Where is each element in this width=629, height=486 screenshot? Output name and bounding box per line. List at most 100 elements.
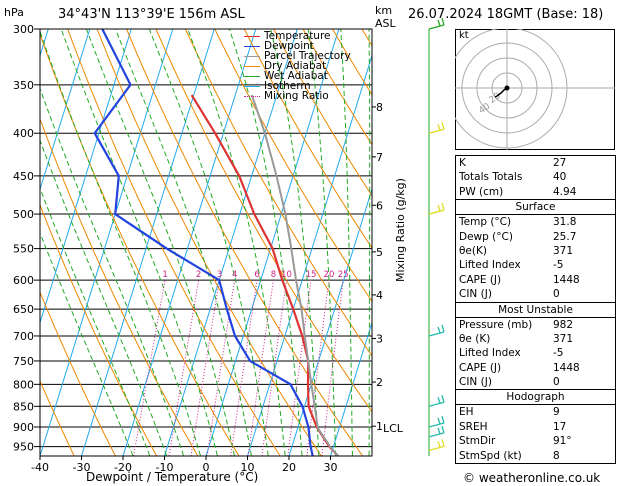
dry-adiabat-line <box>40 203 158 456</box>
index-name: CIN (J) <box>459 376 492 389</box>
index-name: Totals Totals <box>459 171 523 184</box>
legend-swatch <box>244 55 260 57</box>
index-name: Dewp (°C) <box>459 230 513 243</box>
isotherm-line <box>40 29 174 456</box>
indices-block-most-unstable: Most Unstable Pressure (mb) 982 θe (K) 371 L… <box>456 303 615 391</box>
km-tick-label: 8 <box>376 101 383 114</box>
legend-swatch <box>244 45 260 47</box>
index-name: Temp (°C) <box>459 216 512 229</box>
wind-barb <box>428 395 445 407</box>
mixing-ratio-label: 3 <box>217 270 222 280</box>
wind-barb <box>428 415 445 428</box>
wet-adiabat-line <box>228 29 303 456</box>
legend-item: Temperature <box>244 31 351 41</box>
wet-adiabat-line <box>40 29 201 456</box>
hodograph-center <box>504 85 510 91</box>
km-tick-label: 6 <box>376 199 383 212</box>
index-value: 1448 <box>553 273 580 286</box>
wet-adiabat-line <box>368 29 371 456</box>
legend-swatch <box>244 35 260 37</box>
pressure-tick-label: 600 <box>13 274 34 287</box>
temp-tick-label: 20 <box>282 461 296 474</box>
index-name: EH <box>459 406 474 419</box>
wind-barb-flag <box>437 417 441 425</box>
index-value: 31.8 <box>553 216 577 229</box>
legend-swatch <box>244 75 260 77</box>
mixing-ratio-line <box>190 280 220 456</box>
index-value: 91° <box>553 435 572 448</box>
temp-tick-label: 30 <box>324 461 338 474</box>
pressure-tick-label: 900 <box>13 421 34 434</box>
index-name: StmSpd (kt) <box>459 449 522 462</box>
wind-barb-shaft <box>428 209 445 215</box>
asl-axis-label: ASL <box>375 17 396 30</box>
legend-label: Mixing Ratio <box>264 90 329 102</box>
legend-item: Dry Adiabat <box>244 61 351 71</box>
index-name: θe(K) <box>459 244 487 257</box>
wind-barb-shaft <box>428 432 445 438</box>
pressure-tick-label: 500 <box>13 208 34 221</box>
legend-item: Mixing Ratio <box>244 91 351 101</box>
index-row: PW (cm) 4.94 <box>456 185 615 199</box>
lcl-label: LCL <box>383 422 404 435</box>
wind-barb <box>428 202 445 215</box>
km-tick-label: 2 <box>376 376 383 389</box>
legend: Temperature Dewpoint Parcel Trajectory Dry … <box>244 31 351 101</box>
wind-barb-flag <box>437 124 441 131</box>
legend-label: Dewpoint <box>264 40 314 52</box>
km-tick-label: 7 <box>376 151 383 164</box>
surface-title: Surface <box>456 200 615 216</box>
km-tick-label: 5 <box>376 246 383 259</box>
background-lines <box>40 29 372 456</box>
isotherm-line <box>40 29 91 191</box>
temp-tick-label: -30 <box>73 461 91 474</box>
temp-tick-label: -20 <box>114 461 132 474</box>
index-name: CIN (J) <box>459 288 492 301</box>
wind-barb <box>428 425 445 438</box>
index-row: Totals Totals 40 <box>456 170 615 184</box>
sounding-datetime: 26.07.2024 18GMT (Base: 18) <box>408 7 604 22</box>
index-name: StmDir <box>459 435 496 448</box>
dry-adiabat-line <box>40 117 199 456</box>
isotherm-line <box>122 29 257 456</box>
wind-barb <box>428 122 445 134</box>
pressure-tick-label: 650 <box>13 303 34 316</box>
index-row: CAPE (J) 1448 <box>456 361 615 375</box>
legend-label: Dry Adiabat <box>264 60 327 72</box>
wind-barb-flag <box>441 202 445 211</box>
dry-adiabat-line <box>214 29 372 303</box>
dry-adiabat-line <box>40 379 75 456</box>
index-name: SREH <box>459 420 488 433</box>
temp-tick-label: -10 <box>156 461 174 474</box>
index-value: 8 <box>553 449 560 462</box>
sounding-series <box>93 29 339 456</box>
index-row: Pressure (mb) 982 <box>456 318 615 332</box>
wet-adiabat-line <box>60 29 218 456</box>
index-row: StmDir 91° <box>456 434 615 448</box>
dry-adiabat-line <box>126 29 364 456</box>
wind-barb-flag <box>441 439 445 447</box>
wind-barb-shaft <box>428 24 445 30</box>
mixing-ratio-label: 6 <box>254 270 259 280</box>
axes: 3003504004505005506006507007508008509009… <box>13 23 430 474</box>
index-row: CIN (J) 0 <box>456 375 615 389</box>
wind-barb <box>428 324 445 337</box>
wind-barb-shaft <box>428 128 445 134</box>
index-value: 27 <box>553 157 567 169</box>
mixing-ratio-line <box>247 280 274 456</box>
pressure-tick-label: 700 <box>13 330 34 343</box>
km-tick-label: 3 <box>376 333 383 346</box>
legend-label: Wet Adiabat <box>264 70 328 82</box>
mixing-ratio-line <box>168 280 200 456</box>
copyright: © weatheronline.co.uk <box>463 471 601 485</box>
most-unstable-title: Most Unstable <box>456 303 615 318</box>
dry-adiabat-line <box>40 32 240 456</box>
isotherm-line <box>164 29 298 456</box>
legend-item: Wet Adiabat <box>244 71 351 81</box>
legend-label: Parcel Trajectory <box>264 50 351 62</box>
wind-barb-flag <box>441 17 445 26</box>
index-value: -5 <box>553 347 564 360</box>
wet-adiabat-line <box>85 29 235 456</box>
index-name: CAPE (J) <box>459 273 502 286</box>
